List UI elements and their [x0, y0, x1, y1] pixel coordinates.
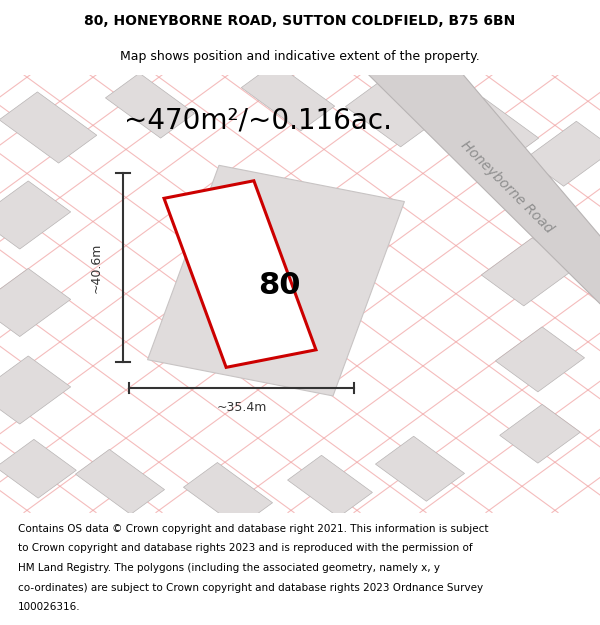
Polygon shape	[496, 327, 584, 392]
Text: Honeyborne Road: Honeyborne Road	[458, 138, 556, 236]
Polygon shape	[0, 439, 76, 498]
Text: HM Land Registry. The polygons (including the associated geometry, namely x, y: HM Land Registry. The polygons (includin…	[18, 563, 440, 573]
Text: Contains OS data © Crown copyright and database right 2021. This information is : Contains OS data © Crown copyright and d…	[18, 524, 488, 534]
Polygon shape	[106, 73, 194, 138]
Polygon shape	[346, 82, 434, 147]
Polygon shape	[0, 92, 97, 163]
Polygon shape	[376, 436, 464, 501]
Polygon shape	[148, 165, 404, 396]
Polygon shape	[0, 356, 71, 424]
Polygon shape	[241, 63, 335, 131]
Polygon shape	[360, 66, 600, 316]
Polygon shape	[0, 269, 71, 336]
Text: co-ordinates) are subject to Crown copyright and database rights 2023 Ordnance S: co-ordinates) are subject to Crown copyr…	[18, 582, 483, 592]
Text: ~35.4m: ~35.4m	[217, 401, 266, 414]
Text: 100026316.: 100026316.	[18, 602, 80, 612]
Text: to Crown copyright and database rights 2023 and is reproduced with the permissio: to Crown copyright and database rights 2…	[18, 543, 473, 554]
Polygon shape	[526, 121, 600, 186]
Polygon shape	[287, 456, 373, 517]
Polygon shape	[500, 404, 580, 463]
Polygon shape	[481, 238, 575, 306]
Polygon shape	[76, 449, 164, 514]
Polygon shape	[164, 181, 316, 368]
Polygon shape	[184, 462, 272, 528]
Polygon shape	[0, 181, 71, 249]
Text: ~40.6m: ~40.6m	[89, 242, 103, 292]
Text: ~470m²/~0.116ac.: ~470m²/~0.116ac.	[124, 107, 392, 135]
Text: 80, HONEYBORNE ROAD, SUTTON COLDFIELD, B75 6BN: 80, HONEYBORNE ROAD, SUTTON COLDFIELD, B…	[85, 14, 515, 28]
Text: 80: 80	[258, 271, 300, 299]
Text: Map shows position and indicative extent of the property.: Map shows position and indicative extent…	[120, 50, 480, 62]
Polygon shape	[445, 98, 539, 166]
